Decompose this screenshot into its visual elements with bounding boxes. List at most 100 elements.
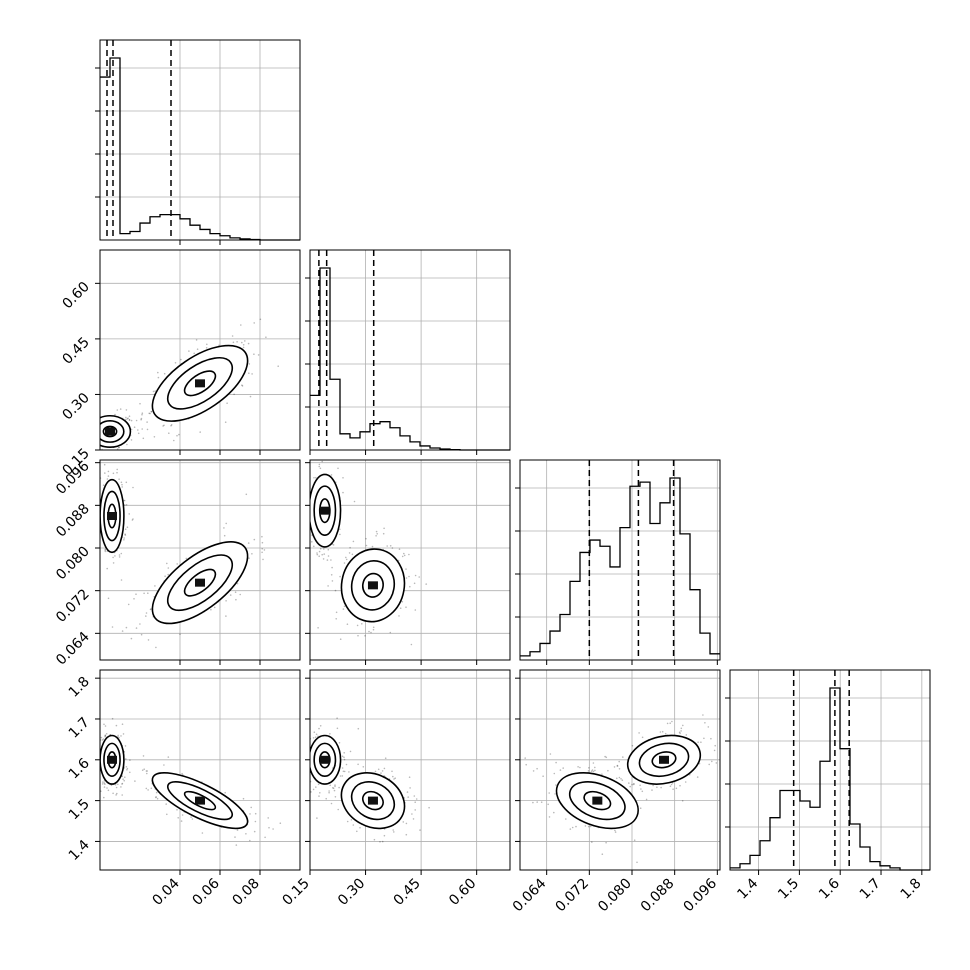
sample-point	[409, 776, 411, 778]
sample-point	[379, 841, 381, 843]
sample-point	[126, 627, 128, 629]
sample-point	[139, 623, 141, 625]
sample-point	[112, 718, 114, 720]
sample-point	[632, 745, 634, 747]
sample-point	[662, 731, 664, 733]
sample-point	[640, 788, 642, 790]
panel-content	[100, 464, 266, 648]
sample-point	[562, 767, 564, 769]
sample-point	[225, 523, 227, 525]
x-tick-label: 0.15	[279, 876, 312, 909]
sample-point	[685, 781, 687, 783]
sample-point	[154, 585, 156, 587]
sample-point	[392, 829, 394, 831]
sample-point	[116, 787, 118, 789]
sample-point	[622, 756, 624, 758]
sample-point	[671, 784, 673, 786]
sample-point	[554, 793, 556, 795]
sample-point	[344, 606, 346, 608]
sample-point	[572, 827, 574, 829]
sample-point	[167, 574, 169, 576]
sample-point	[254, 831, 256, 833]
sample-point	[550, 753, 552, 755]
sample-point	[250, 396, 252, 398]
density-peak	[195, 797, 205, 805]
x-tick-label: 0.096	[680, 875, 720, 915]
sample-point	[411, 813, 413, 815]
sample-point	[575, 826, 577, 828]
sample-point	[352, 554, 354, 556]
sample-point	[125, 417, 127, 419]
sample-point	[258, 354, 260, 356]
sample-point	[105, 725, 107, 727]
sample-point	[646, 799, 648, 801]
density-peak	[107, 512, 117, 520]
scatter-panel-0-3: 0.04 0.06 0.081.41.51.61.71.8	[66, 670, 300, 909]
sample-point	[129, 415, 131, 417]
sample-point	[384, 768, 386, 770]
sample-point	[108, 471, 110, 473]
sample-point	[249, 363, 251, 365]
sample-point	[593, 762, 595, 764]
sample-point	[555, 784, 557, 786]
sample-point	[224, 535, 226, 537]
sample-point	[233, 342, 235, 344]
sample-point	[244, 340, 246, 342]
sample-point	[121, 553, 123, 555]
sample-point	[240, 324, 242, 326]
x-tick-label: 0.04	[149, 875, 182, 908]
sample-point	[147, 429, 149, 431]
sample-point	[236, 844, 238, 846]
sample-point	[129, 772, 131, 774]
sample-point	[390, 632, 392, 634]
sample-point	[327, 559, 329, 561]
sample-point	[125, 758, 127, 760]
sample-point	[249, 840, 251, 842]
sample-point	[346, 559, 348, 561]
histogram-step	[100, 58, 300, 240]
sample-point	[104, 472, 106, 474]
sample-point	[702, 714, 704, 716]
sample-point	[325, 798, 327, 800]
sample-point	[532, 802, 534, 804]
sample-point	[343, 757, 345, 759]
sample-point	[146, 788, 148, 790]
sample-point	[344, 771, 346, 773]
sample-point	[199, 431, 201, 433]
sample-point	[670, 785, 672, 787]
sample-point	[617, 765, 619, 767]
sample-point	[142, 412, 144, 414]
sample-point	[321, 461, 323, 463]
y-tick-label: 1.7	[66, 714, 93, 741]
sample-point	[402, 601, 404, 603]
sample-point	[131, 439, 133, 441]
sample-point	[318, 784, 320, 786]
sample-point	[375, 771, 377, 773]
sample-point	[182, 814, 184, 816]
sample-point	[642, 737, 644, 739]
sample-point	[614, 830, 616, 832]
sample-point	[337, 728, 339, 730]
sample-point	[680, 730, 682, 732]
sample-point	[318, 555, 320, 557]
sample-point	[414, 809, 416, 811]
sample-point	[193, 353, 195, 355]
sample-point	[102, 783, 104, 785]
sample-point	[403, 821, 405, 823]
sample-point	[651, 789, 653, 791]
sample-point	[106, 733, 108, 735]
sample-point	[323, 558, 325, 560]
sample-point	[277, 365, 279, 367]
sample-point	[672, 788, 674, 790]
sample-point	[176, 809, 178, 811]
sample-point	[173, 440, 175, 442]
sample-point	[141, 414, 143, 416]
sample-point	[315, 477, 317, 479]
sample-point	[268, 827, 270, 829]
sample-point	[254, 539, 256, 541]
sample-point	[120, 408, 122, 410]
sample-point	[264, 549, 266, 551]
sample-point	[351, 819, 353, 821]
sample-point	[317, 554, 319, 556]
sample-point	[679, 785, 681, 787]
